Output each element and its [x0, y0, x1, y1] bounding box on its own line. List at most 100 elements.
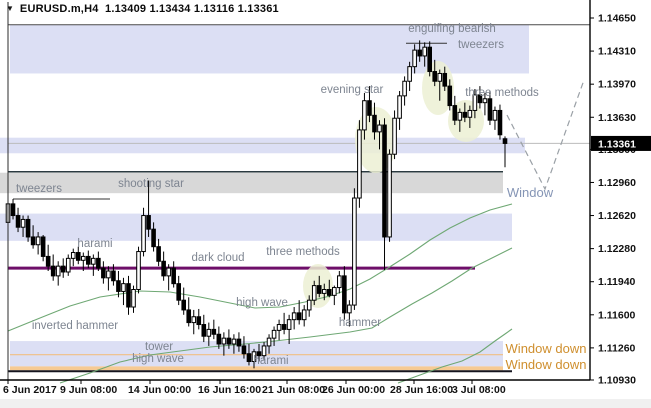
candle-up	[337, 275, 342, 289]
candle-down	[146, 215, 151, 230]
y-axis-label: 1.14310	[598, 46, 636, 58]
y-axis-label: 1.12620	[598, 210, 636, 222]
candle-down	[372, 114, 377, 133]
pattern-label: high wave	[132, 353, 184, 365]
candle-down	[86, 255, 91, 265]
candle-up	[472, 94, 478, 111]
candle-down	[156, 246, 161, 262]
candle-down	[116, 280, 121, 292]
candle-down	[497, 109, 503, 136]
candle-up	[251, 351, 257, 363]
candle-up	[311, 285, 317, 301]
x-axis-label: 6 Jun 2017	[3, 384, 57, 396]
candle-up	[407, 66, 412, 82]
pattern-label: evening star	[321, 84, 384, 96]
candle-down	[452, 105, 458, 121]
candle-down	[236, 338, 242, 347]
candle-down	[427, 46, 432, 73]
candle-down	[196, 316, 202, 326]
candle-down	[281, 324, 287, 330]
candle-up	[422, 46, 427, 57]
candle-down	[101, 267, 106, 279]
candle-up	[387, 153, 392, 238]
candle-up	[392, 117, 397, 155]
candle-up	[437, 72, 443, 82]
candle-down	[30, 236, 36, 246]
candle-up	[131, 289, 136, 308]
chart-title: EURUSD.m,H4 1.13409 1.13434 1.13116 1.13…	[19, 3, 279, 15]
pattern-label: tower	[145, 341, 173, 353]
ma-slow-line	[397, 328, 513, 384]
pattern-label: harami	[253, 355, 288, 367]
candle-down	[60, 265, 66, 273]
y-axis-label: 1.11600	[598, 309, 636, 321]
candle-up	[141, 215, 146, 253]
candle-up	[457, 111, 463, 121]
candle-down	[171, 267, 176, 285]
y-axis-label: 1.13630	[598, 112, 636, 124]
current-price-badge-text: 1.13361	[598, 138, 636, 150]
x-axis-label: 14 Jun 00:00	[128, 384, 191, 396]
mid-support-zone	[0, 213, 512, 241]
candle-up	[377, 124, 382, 133]
pattern-label: Window down	[506, 341, 587, 356]
candle-up	[221, 337, 227, 345]
pattern-label: shooting star	[118, 178, 184, 190]
pattern-label: Window	[507, 185, 554, 200]
candle-up	[402, 80, 407, 97]
candle-up	[231, 338, 237, 345]
candle-up	[286, 319, 292, 330]
candle-up	[482, 98, 488, 104]
pattern-label: three methods	[266, 246, 340, 258]
candle-down	[111, 270, 116, 282]
ma-fast-line	[7, 203, 513, 332]
y-axis-label: 1.11260	[598, 342, 636, 354]
candle-up	[347, 304, 352, 314]
y-axis-label: 1.11940	[598, 276, 636, 288]
candle-down	[126, 283, 131, 308]
x-axis-label: 28 Jun 16:00	[390, 384, 453, 396]
candle-down	[226, 337, 232, 345]
chart-header: ▼ EURUSD.m,H4 1.13409 1.13434 1.13116 1.…	[0, 0, 651, 18]
candle-down	[326, 289, 332, 296]
candle-down	[75, 252, 81, 261]
projection-dashed-line	[506, 79, 585, 191]
candle-down	[477, 94, 483, 104]
symbol-dropdown-icon[interactable]: ▼	[6, 4, 14, 13]
candle-up	[291, 312, 297, 321]
current-price-badge	[591, 135, 651, 151]
candle-down	[176, 283, 181, 301]
candle-up	[352, 197, 357, 306]
candle-down	[161, 260, 166, 277]
candle-up	[301, 309, 307, 321]
pattern-label: three methods	[465, 87, 539, 99]
y-axis-label: 1.12280	[598, 243, 636, 255]
candle-down	[342, 275, 347, 314]
candle-up	[261, 345, 267, 357]
candle-up	[467, 109, 473, 118]
candle-up	[321, 289, 327, 294]
candle-down	[96, 257, 101, 269]
candle-down	[432, 71, 438, 82]
candle-down	[211, 328, 217, 335]
candle-up	[20, 218, 26, 228]
candle-down	[316, 285, 322, 294]
status-strip	[0, 399, 651, 408]
candle-up	[306, 299, 312, 311]
x-axis-label: 21 Jun 08:00	[262, 384, 325, 396]
candle-up	[397, 95, 402, 119]
candle-down	[246, 353, 252, 363]
candle-down	[181, 299, 187, 311]
pattern-label: engulfing bearish	[408, 23, 496, 35]
candle-down	[462, 111, 468, 118]
pattern-label: high wave	[236, 297, 288, 309]
candle-up	[106, 270, 111, 279]
x-axis-label: 3 Jul 08:00	[452, 384, 506, 396]
candle-down	[201, 324, 207, 337]
x-axis-label: 26 Jun 00:00	[322, 384, 385, 396]
candle-down	[216, 333, 222, 345]
candle-down	[50, 265, 56, 277]
candle-up	[412, 49, 417, 68]
candle-down	[10, 203, 16, 217]
